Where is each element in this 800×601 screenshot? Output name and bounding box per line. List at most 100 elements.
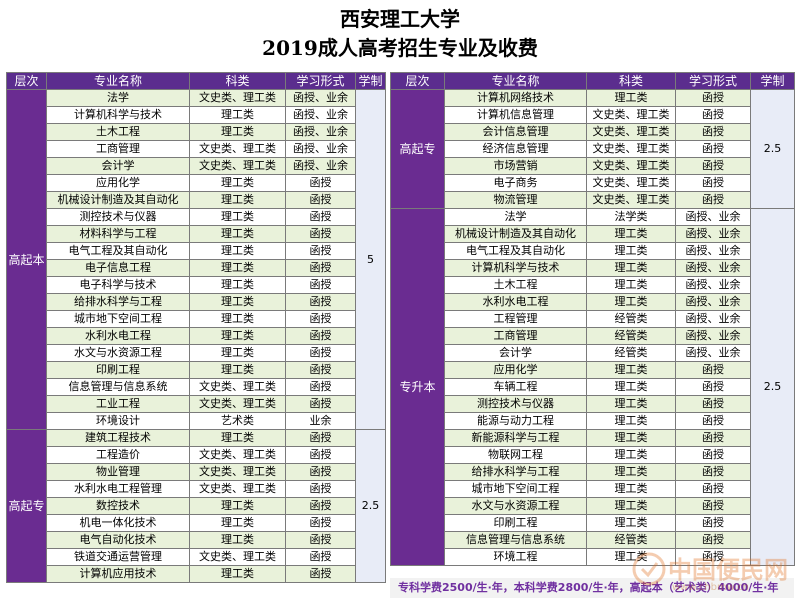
major-cell: 经济信息管理 — [444, 140, 587, 158]
mode-cell: 函授 — [675, 361, 751, 379]
mode-cell: 函授 — [675, 429, 751, 447]
major-cell: 水利水电工程 — [46, 327, 190, 345]
table-row: 车辆工程 理工类 函授 — [391, 378, 795, 396]
major-cell: 给排水科学与工程 — [46, 293, 190, 311]
category-cell: 理工类 — [586, 276, 676, 294]
table-row: 环境设计 艺术类 业余 — [7, 412, 386, 430]
major-cell: 印刷工程 — [46, 361, 190, 379]
major-cell: 水利水电工程 — [444, 293, 587, 311]
major-cell: 电子信息工程 — [46, 259, 190, 277]
mode-cell: 函授 — [675, 446, 751, 464]
table-row: 机电一体化技术 理工类 函授 — [7, 514, 386, 532]
major-cell: 工程造价 — [46, 446, 190, 464]
table-row: 物流管理 文史类、理工类 函授 — [391, 191, 795, 209]
mode-cell: 函授、业余 — [285, 140, 356, 158]
mode-cell: 函授 — [285, 446, 356, 464]
category-cell: 经管类 — [586, 327, 676, 345]
table-row: 工商管理 文史类、理工类 函授、业余 — [7, 140, 386, 158]
mode-cell: 函授 — [675, 514, 751, 532]
table-row: 印刷工程 理工类 函授 — [391, 514, 795, 532]
mode-cell: 函授 — [675, 531, 751, 549]
table-row: 电子商务 文史类、理工类 函授 — [391, 174, 795, 192]
table-row: 机械设计制造及其自动化 理工类 函授、业余 — [391, 225, 795, 243]
table-row: 计算机科学与技术 理工类 函授、业余 — [7, 106, 386, 124]
mode-cell: 函授 — [285, 225, 356, 243]
major-cell: 物联网工程 — [444, 446, 587, 464]
mode-cell: 函授、业余 — [285, 106, 356, 124]
years-cell: 5 — [355, 89, 386, 430]
years-cell: 2.5 — [750, 89, 795, 209]
page-title: 西安理工大学 — [340, 7, 460, 31]
mode-cell: 函授 — [675, 157, 751, 175]
category-cell: 文史类、理工类 — [189, 89, 286, 107]
major-cell: 建筑工程技术 — [46, 429, 190, 447]
mode-cell: 函授、业余 — [285, 123, 356, 141]
mode-cell: 函授、业余 — [675, 208, 751, 226]
major-cell: 城市地下空间工程 — [46, 310, 190, 328]
table-row: 测控技术与仪器 理工类 函授 — [391, 395, 795, 413]
mode-cell: 函授、业余 — [285, 89, 356, 107]
major-cell: 市场营销 — [444, 157, 587, 175]
major-cell: 计算机应用技术 — [46, 565, 190, 583]
category-cell: 理工类 — [586, 446, 676, 464]
table-row: 工程造价 文史类、理工类 函授 — [7, 446, 386, 464]
mode-cell: 函授 — [285, 378, 356, 396]
category-cell: 理工类 — [189, 344, 286, 362]
major-cell: 机械设计制造及其自动化 — [46, 191, 190, 209]
table-row: 会计学 经管类 函授、业余 — [391, 344, 795, 362]
mode-cell: 函授 — [285, 395, 356, 413]
table-row: 水利水电工程 理工类 函授、业余 — [391, 293, 795, 311]
table-row: 会计信息管理 文史类、理工类 函授 — [391, 123, 795, 141]
category-cell: 理工类 — [189, 531, 286, 549]
table-row: 应用化学 理工类 函授 — [391, 361, 795, 379]
mode-cell: 函授 — [285, 497, 356, 515]
left-header-row: 层次 专业名称 科类 学习形式 学制 — [6, 72, 386, 90]
category-cell: 理工类 — [586, 480, 676, 498]
major-cell: 工商管理 — [444, 327, 587, 345]
category-cell: 理工类 — [189, 106, 286, 124]
table-row: 测控技术与仪器 理工类 函授 — [7, 208, 386, 226]
major-cell: 城市地下空间工程 — [444, 480, 587, 498]
table-row: 信息管理与信息系统 文史类、理工类 函授 — [7, 378, 386, 396]
major-cell: 能源与动力工程 — [444, 412, 587, 430]
mode-cell: 函授 — [285, 174, 356, 192]
major-cell: 物流管理 — [444, 191, 587, 209]
header-mode: 学习形式 — [285, 72, 356, 90]
table-row: 水文与水资源工程 理工类 函授 — [391, 497, 795, 515]
category-cell: 经管类 — [586, 531, 676, 549]
mode-cell: 业余 — [285, 412, 356, 430]
major-cell: 工商管理 — [46, 140, 190, 158]
category-cell: 理工类 — [586, 378, 676, 396]
header-years: 学制 — [355, 72, 386, 90]
major-cell: 数控技术 — [46, 497, 190, 515]
category-cell: 理工类 — [189, 514, 286, 532]
mode-cell: 函授、业余 — [675, 242, 751, 260]
table-row: 电子信息工程 理工类 函授 — [7, 259, 386, 277]
table-row: 会计学 文史类、理工类 函授、业余 — [7, 157, 386, 175]
mode-cell: 函授、业余 — [675, 225, 751, 243]
mode-cell: 函授 — [285, 531, 356, 549]
table-row: 应用化学 理工类 函授 — [7, 174, 386, 192]
table-row: 电气工程及其自动化 理工类 函授、业余 — [391, 242, 795, 260]
category-cell: 文史类、理工类 — [189, 463, 286, 481]
mode-cell: 函授 — [285, 327, 356, 345]
major-cell: 新能源科学与工程 — [444, 429, 587, 447]
major-cell: 土木工程 — [46, 123, 190, 141]
table-row: 物联网工程 理工类 函授 — [391, 446, 795, 464]
category-cell: 文史类、理工类 — [586, 191, 676, 209]
table-row: 机械设计制造及其自动化 理工类 函授 — [7, 191, 386, 209]
category-cell: 理工类 — [189, 225, 286, 243]
header-major: 专业名称 — [46, 72, 190, 90]
mode-cell: 函授 — [675, 412, 751, 430]
major-cell: 法学 — [46, 89, 190, 107]
category-cell: 文史类、理工类 — [586, 174, 676, 192]
category-cell: 理工类 — [586, 429, 676, 447]
mode-cell: 函授 — [675, 106, 751, 124]
watermark: 中国便民网 www.chbmw.cn — [632, 548, 798, 598]
major-cell: 土木工程 — [444, 276, 587, 294]
category-cell: 理工类 — [189, 259, 286, 277]
mode-cell: 函授 — [675, 395, 751, 413]
table-row: 给排水科学与工程 理工类 函授 — [7, 293, 386, 311]
major-cell: 工程管理 — [444, 310, 587, 328]
header-category: 科类 — [189, 72, 286, 90]
